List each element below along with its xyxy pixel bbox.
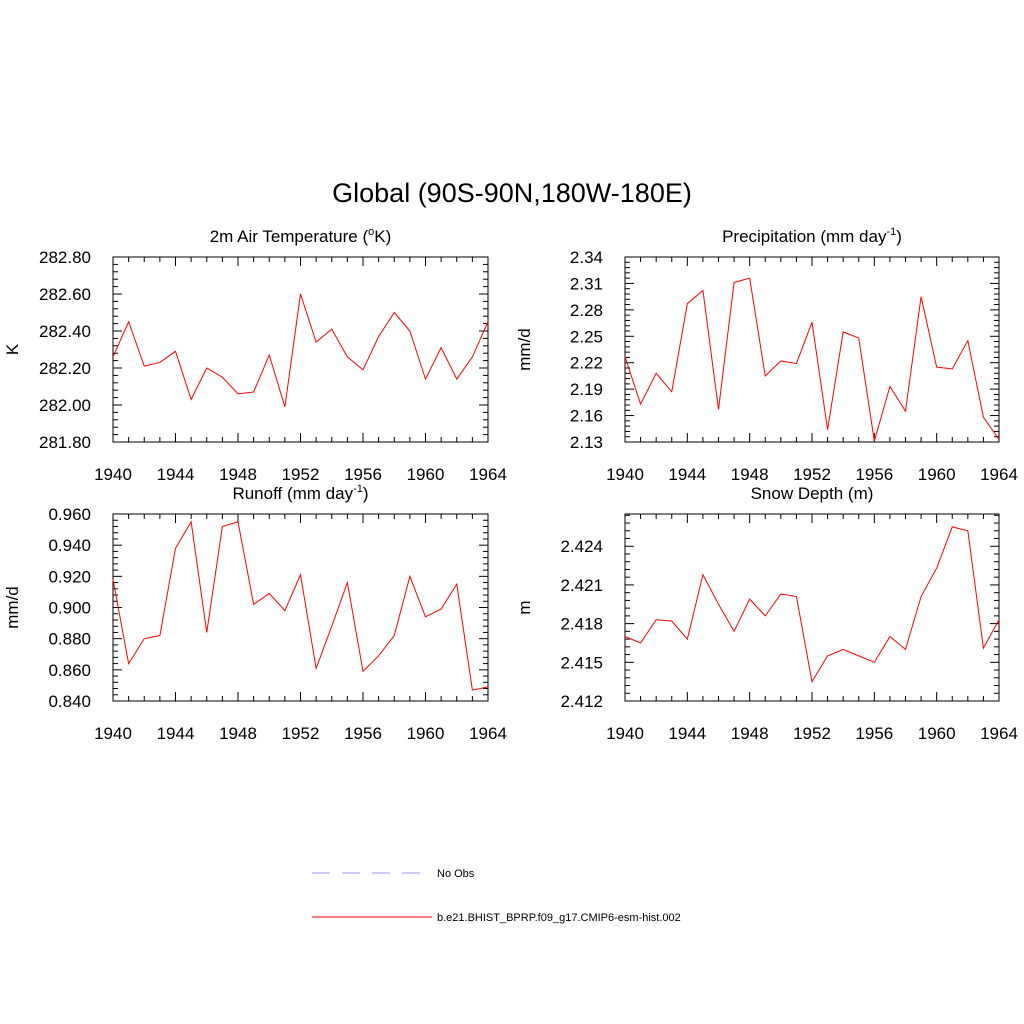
air-temperature-title: 2m Air Temperature (oK) <box>210 226 392 246</box>
precipitation-ytick-label: 2.28 <box>570 301 603 320</box>
snow-depth-xtick-label: 1948 <box>731 724 769 743</box>
air-temperature-ytick-label: 281.80 <box>39 433 91 452</box>
air-temperature-xtick-label: 1960 <box>407 465 445 484</box>
panel-precipitation: Precipitation (mm day-1) mm/d 1940 1944 1948… <box>515 226 1018 484</box>
snow-depth-ytick-label: 2.415 <box>560 653 603 672</box>
precipitation-ytick-label: 2.34 <box>570 248 603 267</box>
panel-air-temperature: 2m Air Temperature (oK) K 1940 1944 1948 1952… <box>3 226 507 484</box>
runoff-ytick-label: 0.860 <box>48 661 91 680</box>
runoff-ytick-label: 0.840 <box>48 692 91 711</box>
snow-depth-ytick-label: 2.412 <box>560 692 603 711</box>
precipitation-series-line <box>624 277 1000 442</box>
air-temperature-xtick-label: 1948 <box>219 465 257 484</box>
snow-depth-ytick-label: 2.421 <box>560 576 603 595</box>
legend-label-no-obs: No Obs <box>437 868 475 880</box>
air-temperature-ytick-label: 282.40 <box>39 322 91 341</box>
runoff-ytick-label: 0.960 <box>48 505 91 524</box>
runoff-ytick-label: 0.900 <box>48 599 91 618</box>
air-temperature-ytick-label: 282.20 <box>39 359 91 378</box>
snow-depth-series-line <box>624 526 1000 684</box>
runoff-series-line <box>112 520 489 691</box>
air-temperature-xtick-label: 1964 <box>469 465 507 484</box>
air-temperature-xtick-label: 1956 <box>344 465 382 484</box>
panel-runoff: Runoff (mm day-1) mm/d 1940 1944 1948 1952 195… <box>3 483 507 743</box>
precipitation-ytick-label: 2.25 <box>570 327 603 346</box>
runoff-xtick-label: 1952 <box>282 724 320 743</box>
air-temperature-xtick-label: 1952 <box>282 465 320 484</box>
runoff-xtick-label: 1944 <box>157 724 195 743</box>
runoff-ytick-label: 0.920 <box>48 567 91 586</box>
air-temperature-xtick-label: 1944 <box>157 465 195 484</box>
precipitation-title: Precipitation (mm day-1) <box>722 226 902 246</box>
precipitation-ytick-label: 2.31 <box>570 274 603 293</box>
air-temperature-series-line <box>112 293 489 407</box>
air-temperature-ytick-label: 282.60 <box>39 285 91 304</box>
precipitation-plot-frame <box>624 256 1000 443</box>
runoff-xtick-label: 1940 <box>94 724 132 743</box>
runoff-title: Runoff (mm day-1) <box>232 483 368 503</box>
precipitation-xtick-label: 1964 <box>980 465 1018 484</box>
precipitation-xtick-label: 1960 <box>918 465 956 484</box>
legend: No Obs b.e21.BHIST_BPRP.f09_g17.CMIP6-es… <box>312 868 681 924</box>
precipitation-xtick-label: 1952 <box>793 465 831 484</box>
snow-depth-ylabel: m <box>515 600 534 614</box>
snow-depth-xtick-label: 1964 <box>980 724 1018 743</box>
snow-depth-xtick-label: 1952 <box>793 724 831 743</box>
precipitation-ytick-label: 2.16 <box>570 407 603 426</box>
runoff-xtick-label: 1964 <box>469 724 507 743</box>
panel-snow-depth: Snow Depth (m) m 1940 1944 1948 1952 1956 1960 1… <box>515 484 1018 743</box>
precipitation-ytick-label: 2.22 <box>570 354 603 373</box>
snow-depth-ytick-label: 2.424 <box>560 537 603 556</box>
precipitation-ytick-label: 2.13 <box>570 433 603 452</box>
precipitation-ylabel: mm/d <box>515 328 534 371</box>
runoff-ytick-label: 0.880 <box>48 630 91 649</box>
snow-depth-xtick-label: 1940 <box>606 724 644 743</box>
snow-depth-xtick-label: 1960 <box>918 724 956 743</box>
air-temperature-plot-frame <box>112 256 489 443</box>
figure-title: Global (90S-90N,180W-180E) <box>332 178 692 208</box>
precipitation-xtick-label: 1948 <box>731 465 769 484</box>
precipitation-ytick-label: 2.19 <box>570 380 603 399</box>
snow-depth-ytick-label: 2.418 <box>560 615 603 634</box>
precipitation-xtick-label: 1940 <box>606 465 644 484</box>
air-temperature-ylabel: K <box>3 343 22 355</box>
snow-depth-xtick-label: 1956 <box>855 724 893 743</box>
precipitation-xtick-label: 1944 <box>668 465 706 484</box>
air-temperature-ytick-label: 282.00 <box>39 396 91 415</box>
runoff-ylabel: mm/d <box>3 586 22 629</box>
air-temperature-xtick-label: 1940 <box>94 465 132 484</box>
runoff-ytick-label: 0.940 <box>48 536 91 555</box>
snow-depth-title: Snow Depth (m) <box>751 484 874 503</box>
runoff-plot-frame <box>112 513 489 702</box>
runoff-xtick-label: 1960 <box>407 724 445 743</box>
runoff-xtick-label: 1948 <box>219 724 257 743</box>
legend-label-model-run: b.e21.BHIST_BPRP.f09_g17.CMIP6-esm-hist.… <box>437 912 681 924</box>
snow-depth-xtick-label: 1944 <box>668 724 706 743</box>
air-temperature-ytick-label: 282.80 <box>39 248 91 267</box>
runoff-xtick-label: 1956 <box>344 724 382 743</box>
snow-depth-plot-frame <box>624 513 1000 702</box>
precipitation-xtick-label: 1956 <box>855 465 893 484</box>
